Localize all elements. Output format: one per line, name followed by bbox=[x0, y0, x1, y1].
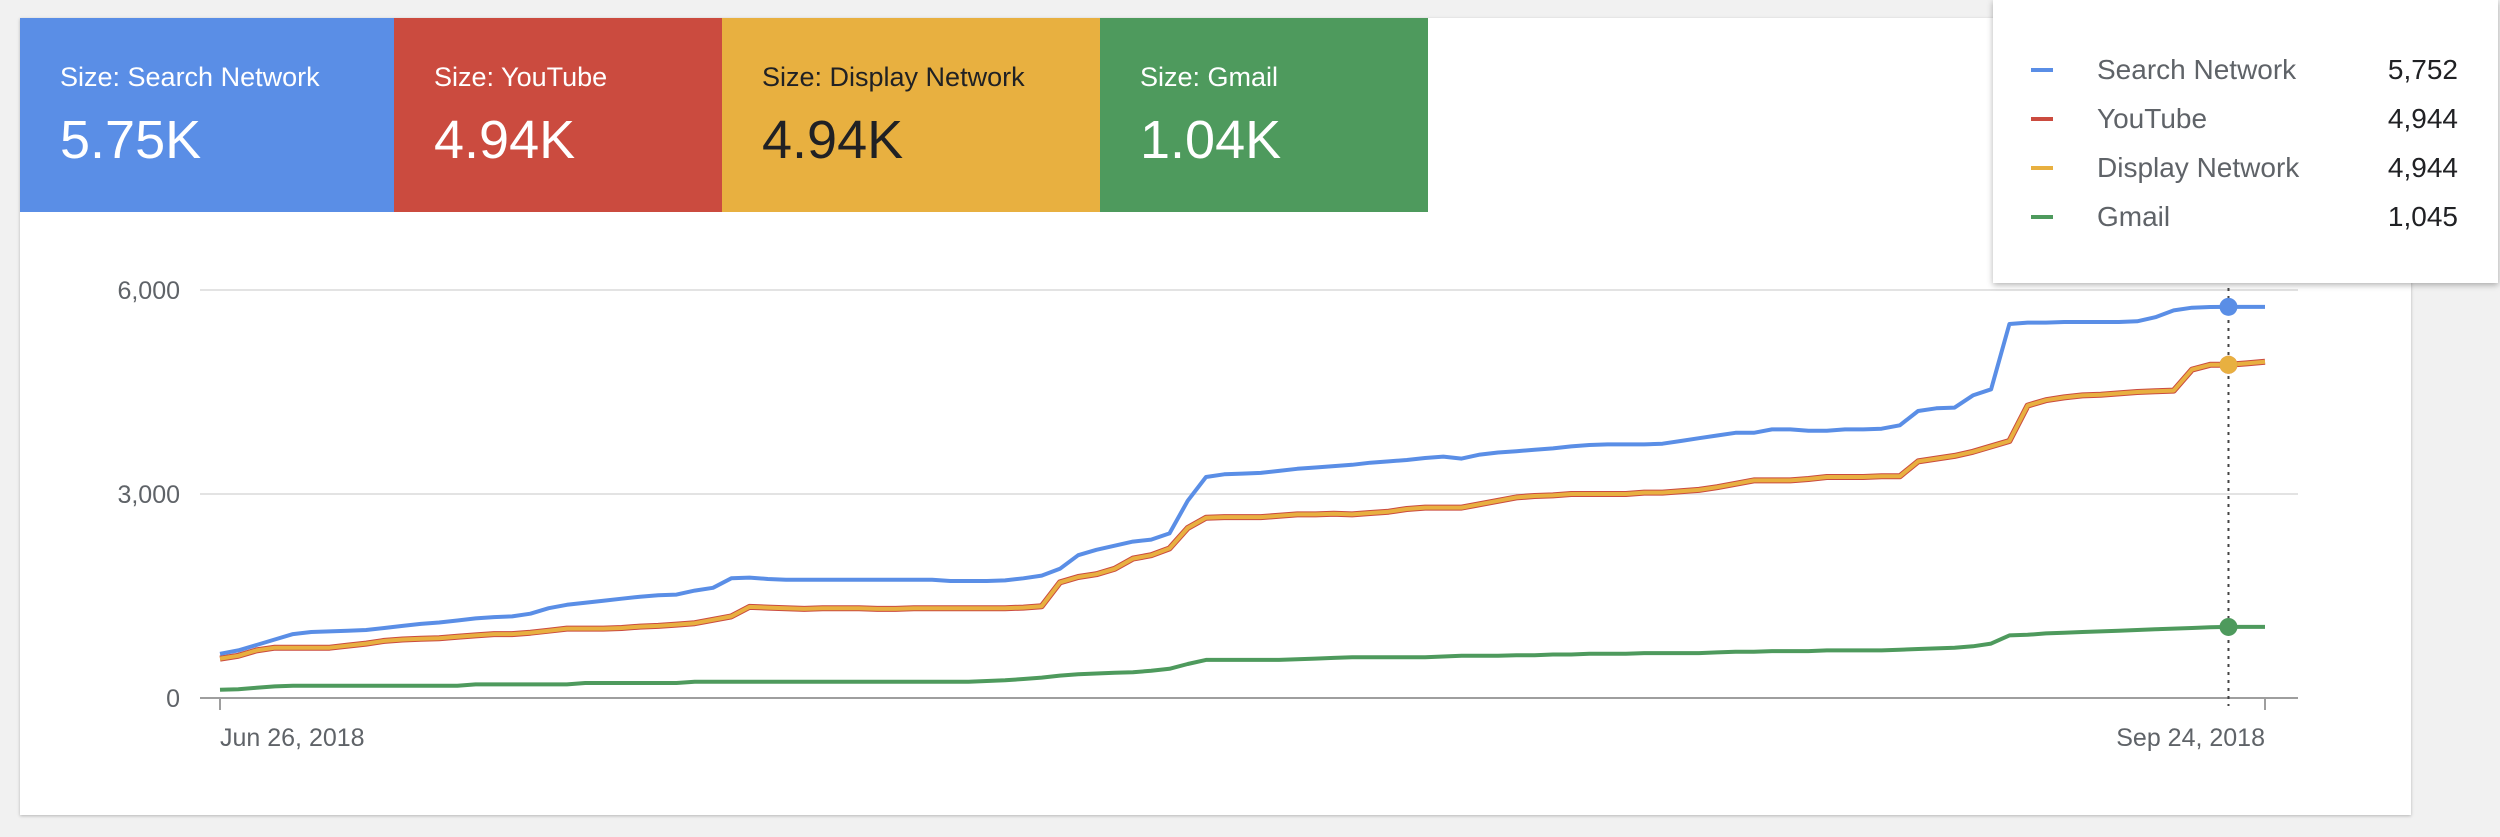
legend-swatch-icon bbox=[2031, 165, 2053, 170]
hover-point-gmail[interactable] bbox=[2219, 617, 2238, 636]
hover-point-search-network[interactable] bbox=[2219, 297, 2238, 316]
series-line-gmail[interactable] bbox=[219, 624, 2265, 692]
legend-swatch-icon bbox=[2031, 67, 2053, 72]
hover-tooltip: Search Network 5,752 YouTube 4,944 Displ… bbox=[1993, 0, 2498, 283]
tooltip-row-youtube: YouTube 4,944 bbox=[2031, 94, 2458, 143]
scorecard-value: 4.94K bbox=[434, 110, 576, 170]
scorecard-search-network[interactable]: Size: Search Network 5.75K bbox=[20, 18, 394, 212]
scorecard-label: Size: Display Network bbox=[762, 62, 1025, 92]
tooltip-series-value: 5,752 bbox=[2387, 53, 2458, 85]
y-tick-label: 6,000 bbox=[117, 277, 180, 305]
y-tick-label: 3,000 bbox=[117, 481, 180, 509]
tooltip-series-value: 1,045 bbox=[2387, 200, 2458, 232]
x-tick-label: Sep 24, 2018 bbox=[2116, 724, 2265, 752]
scorecard-value: 4.94K bbox=[762, 110, 904, 170]
series-line-display-network[interactable] bbox=[219, 359, 2266, 661]
tooltip-series-value: 4,944 bbox=[2387, 102, 2458, 134]
hover-point-display-network[interactable] bbox=[2219, 355, 2238, 374]
tooltip-series-name: YouTube bbox=[2097, 102, 2208, 134]
tooltip-row-search-network: Search Network 5,752 bbox=[2031, 45, 2458, 94]
x-tick-label: Jun 26, 2018 bbox=[220, 724, 365, 752]
y-tick-label: 0 bbox=[166, 685, 180, 713]
series-line-search-network[interactable] bbox=[219, 304, 2265, 656]
tooltip-series-value: 4,944 bbox=[2387, 151, 2458, 183]
scorecard-youtube[interactable]: Size: YouTube 4.94K bbox=[394, 18, 722, 212]
tooltip-series-name: Search Network bbox=[2097, 53, 2297, 85]
scorecard-gmail[interactable]: Size: Gmail 1.04K bbox=[1100, 18, 1428, 212]
scorecard-value: 5.75K bbox=[60, 110, 202, 170]
scorecard-display-network[interactable]: Size: Display Network 4.94K bbox=[722, 18, 1100, 212]
scorecard-label: Size: Gmail bbox=[1140, 62, 1279, 92]
legend-swatch-icon bbox=[2031, 214, 2053, 219]
tooltip-row-gmail: Gmail 1,045 bbox=[2031, 192, 2458, 241]
tooltip-series-name: Gmail bbox=[2097, 200, 2171, 232]
scorecard-value: 1.04K bbox=[1140, 110, 1282, 170]
scorecard-row: Size: Search Network 5.75K Size: YouTube… bbox=[20, 18, 1428, 212]
tooltip-series-name: Display Network bbox=[2097, 151, 2300, 183]
scorecard-label: Size: Search Network bbox=[60, 62, 320, 92]
scorecard-label: Size: YouTube bbox=[434, 62, 608, 92]
tooltip-row-display-network: Display Network 4,944 bbox=[2031, 143, 2458, 192]
legend-swatch-icon bbox=[2031, 116, 2053, 121]
line-chart[interactable]: 0 3,000 6,000 Jun 26, 2018 Sep 24, 2018 bbox=[20, 18, 2411, 815]
